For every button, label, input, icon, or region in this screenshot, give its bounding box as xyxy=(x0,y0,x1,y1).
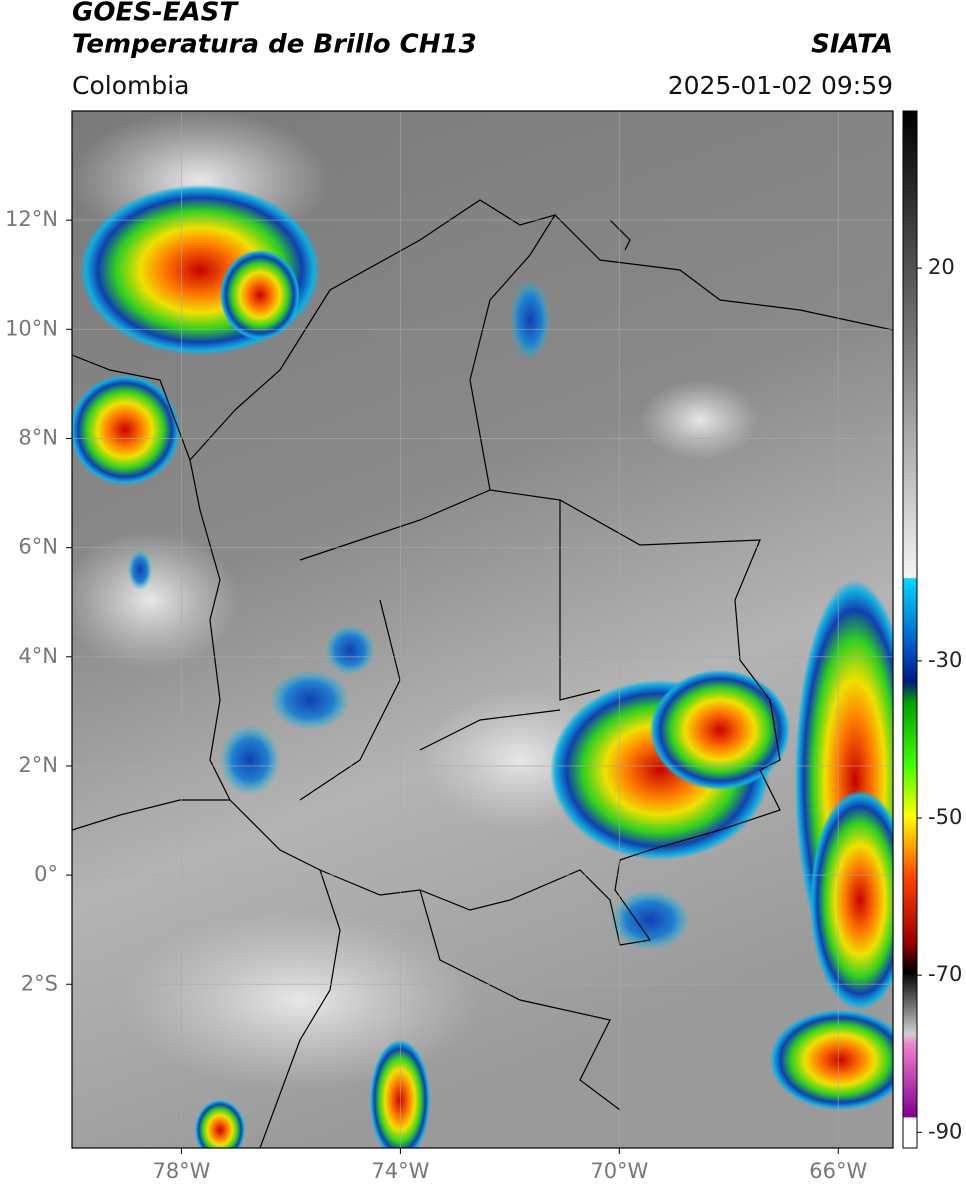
y-tick-label: 8°N xyxy=(18,425,58,449)
colorbar-tick-label: -30 xyxy=(928,648,962,672)
y-tick-label: 2°N xyxy=(18,753,58,777)
colorbar-tick-label: -90 xyxy=(928,1119,962,1143)
colorbar-tick-label: 20 xyxy=(928,255,955,279)
datetime: 2025-01-02 09:59 xyxy=(668,71,893,100)
colorbar-tick-label: -70 xyxy=(928,962,962,986)
y-tick-label: 4°N xyxy=(18,644,58,668)
title: GOES-EAST xyxy=(72,0,239,28)
map xyxy=(72,111,893,1148)
borders xyxy=(72,199,893,1148)
y-tick-label: 2°S xyxy=(21,971,58,995)
source: SIATA xyxy=(811,30,893,60)
y-tick-label: 10°N xyxy=(5,316,58,340)
map-frame xyxy=(71,110,894,1149)
convective-cells xyxy=(72,185,893,1148)
x-tick-label: 70°W xyxy=(590,1159,648,1183)
x-tick-label: 78°W xyxy=(152,1159,210,1183)
x-tick-label: 66°W xyxy=(809,1159,867,1183)
colorbar-tick-label: -50 xyxy=(928,805,962,829)
subtitle: Temperatura de Brillo CH13 xyxy=(72,30,477,60)
x-tick-label: 74°W xyxy=(371,1159,429,1183)
region: Colombia xyxy=(72,71,189,100)
y-tick-label: 6°N xyxy=(18,535,58,559)
y-tick-label: 12°N xyxy=(5,207,58,231)
colorbar xyxy=(902,110,918,1149)
y-tick-label: 0° xyxy=(34,862,58,886)
